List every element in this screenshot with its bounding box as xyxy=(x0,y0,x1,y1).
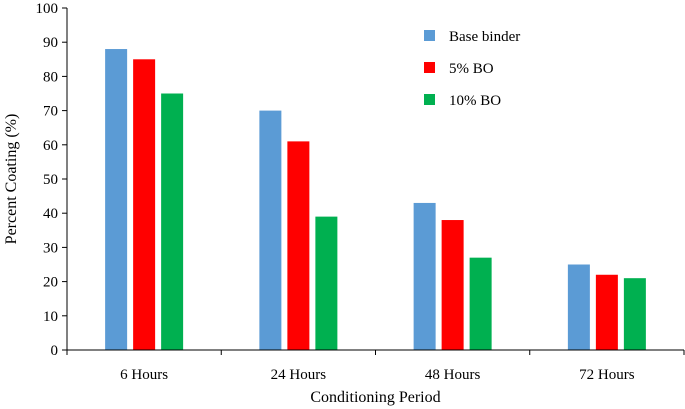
bar-5-bo-6-hours xyxy=(133,59,156,351)
y-tick-label: 50 xyxy=(43,172,58,188)
y-tick-label: 40 xyxy=(43,206,58,222)
legend: Base binder 5% BO 10% BO xyxy=(424,29,520,109)
y-tick-label: 30 xyxy=(43,240,58,256)
bar-5-bo-24-hours xyxy=(287,141,310,350)
x-axis-title: Conditioning Period xyxy=(310,389,440,406)
y-tick-label: 100 xyxy=(36,1,59,17)
bar-base-binder-72-hours xyxy=(567,264,590,350)
y-tick-label: 60 xyxy=(43,138,58,154)
bar-10-bo-24-hours xyxy=(315,216,338,350)
x-tick-label: 6 Hours xyxy=(120,367,168,383)
bar-5-bo-72-hours xyxy=(595,274,618,350)
bar-base-binder-24-hours xyxy=(259,110,282,350)
x-tick-label: 72 Hours xyxy=(579,367,635,383)
bar-5-bo-48-hours xyxy=(441,220,464,350)
x-tick-label: 24 Hours xyxy=(271,367,327,383)
y-tick-label: 80 xyxy=(43,69,58,85)
bar-base-binder-6-hours xyxy=(105,49,128,350)
legend-swatch xyxy=(424,30,435,41)
y-tick-label: 90 xyxy=(43,35,58,51)
bar-10-bo-6-hours xyxy=(161,93,184,350)
bar-base-binder-48-hours xyxy=(413,202,436,350)
y-axis-title: Percent Coating (%) xyxy=(3,114,20,245)
x-tick-label: 48 Hours xyxy=(425,367,481,383)
y-tick-label: 20 xyxy=(43,275,58,291)
y-tick-label: 10 xyxy=(43,309,58,325)
legend-swatch xyxy=(424,62,435,73)
legend-label: Base binder xyxy=(449,29,520,45)
y-tick-label: 0 xyxy=(51,343,59,359)
y-tick-label: 70 xyxy=(43,104,58,120)
legend-swatch xyxy=(424,94,435,105)
legend-label: 10% BO xyxy=(449,93,501,109)
x-axis-ticks: 6 Hours 24 Hours 48 Hours 72 Hours xyxy=(66,350,685,383)
legend-label: 5% BO xyxy=(449,61,494,77)
bars-group xyxy=(105,49,646,351)
y-axis-ticks: 0 10 20 30 40 50 60 70 80 90 100 xyxy=(36,1,67,359)
bar-10-bo-48-hours xyxy=(469,257,492,350)
bar-10-bo-72-hours xyxy=(623,278,646,350)
